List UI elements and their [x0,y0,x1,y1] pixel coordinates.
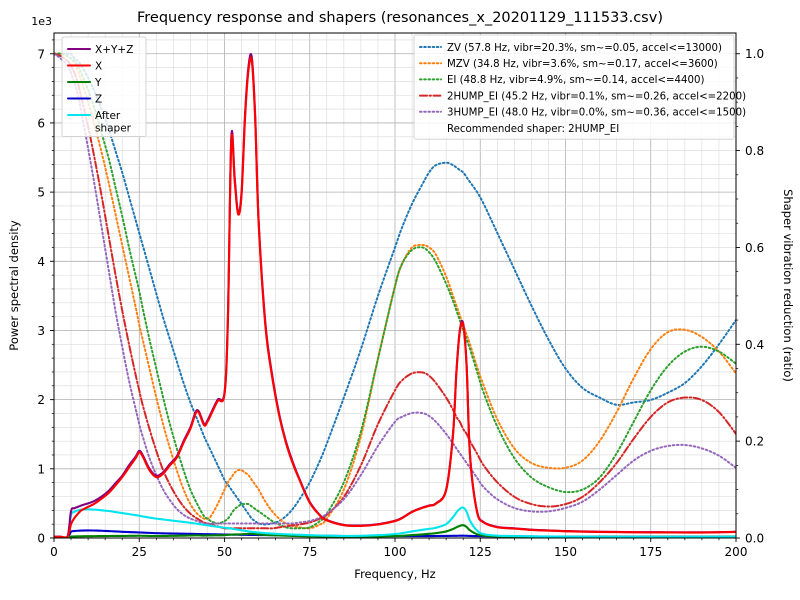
legend-right-label: 3HUMP_EI (48.0 Hz, vibr=0.0%, sm~=0.36, … [447,108,746,119]
legend-right-item-3[interactable]: 2HUMP_EI (45.2 Hz, vibr=0.1%, sm~=0.26, … [419,91,746,102]
legend-left-item-y[interactable]: Y [67,77,102,89]
y-right-tick-label: 1.0 [745,47,764,61]
shaper-curve-3hump_ei [54,52,736,525]
legend-left-item-x[interactable]: X [67,60,102,72]
legend-right-item-1[interactable]: MZV (34.8 Hz, vibr=3.6%, sm~=0.17, accel… [419,59,718,70]
x-tick-label: 0 [50,545,58,559]
legend-right-label: MZV (34.8 Hz, vibr=3.6%, sm~=0.17, accel… [447,59,718,70]
x-tick-label: 100 [384,545,407,559]
shaper-curve-ei [54,52,736,530]
legend-right-box [413,34,735,140]
y-axis-offset-text: 1e3 [31,15,52,28]
legend-left-label: X [95,60,102,72]
psd-curve-after-shaper [54,506,736,538]
x-axis-label: Frequency, Hz [354,567,435,581]
y-left-tick-label: 4 [37,255,45,269]
x-tick-label: 125 [469,545,492,559]
shaper-curve-mzv [54,52,736,530]
y-left-tick-label: 2 [37,393,45,407]
y-left-tick-label: 0 [37,532,45,546]
x-tick-label: 150 [554,545,577,559]
y-left-tick-label: 7 [37,47,45,61]
legend-right-item-4[interactable]: 3HUMP_EI (48.0 Hz, vibr=0.0%, sm~=0.36, … [419,108,746,119]
legend-left-label: Z [95,93,102,105]
legend-right-item-0[interactable]: ZV (57.8 Hz, vibr=20.3%, sm~=0.05, accel… [419,43,722,54]
y-left-tick-label: 3 [37,324,45,338]
legend-left-item-x-y-z[interactable]: X+Y+Z [67,44,133,56]
y-right-tick-label: 0.8 [745,144,764,158]
y-right-axis-label: Shaper vibration reduction (ratio) [781,189,795,382]
x-tick-label: 175 [639,545,662,559]
x-tick-label: 200 [725,545,748,559]
legend-left-box [61,36,147,137]
legend-right-label: ZV (57.8 Hz, vibr=20.3%, sm~=0.05, accel… [447,43,722,54]
y-left-tick-label: 5 [37,186,45,200]
y-right-tick-label: 0.0 [745,532,764,546]
axis-labels-layer: 0 25 50 75 100 125 150 175 200 0 1 2 3 4 5 6 7 0.0 0.2 0.4 0… [7,47,795,581]
y-left-tick-label: 1 [37,462,45,476]
legend-left-label: After [95,110,121,122]
legend-left-item-z[interactable]: Z [67,93,102,105]
legend-right-item-2[interactable]: EI (48.8 Hz, vibr=4.9%, sm~=0.14, accel<… [419,75,704,86]
x-tick-label: 25 [132,545,147,559]
y-left-axis-label: Power spectral density [7,220,21,351]
legend-left-label: X+Y+Z [95,44,133,56]
legend-right-item-5[interactable]: Recommended shaper: 2HUMP_EI [447,124,619,135]
legend-right-label: Recommended shaper: 2HUMP_EI [447,124,619,135]
shaper-curve-zv [54,52,736,526]
x-tick-label: 75 [302,545,317,559]
legend-right-label: EI (48.8 Hz, vibr=4.9%, sm~=0.14, accel<… [447,75,704,86]
y-right-tick-label: 0.6 [745,241,764,255]
x-tick-label: 50 [217,545,232,559]
shaper-curve-2hump_ei [54,52,736,530]
y-right-tick-label: 0.4 [745,338,764,352]
y-right-tick-label: 0.2 [745,435,764,449]
legend-right-label: 2HUMP_EI (45.2 Hz, vibr=0.1%, sm~=0.26, … [447,91,746,102]
psd-curve-x [54,56,736,538]
chart-title: Frequency response and shapers (resonanc… [137,10,663,26]
legend-right[interactable]: ZV (57.8 Hz, vibr=20.3%, sm~=0.05, accel… [413,34,746,140]
legend-left-label: Y [94,77,102,89]
y-left-tick-label: 6 [37,116,45,130]
legend-left-label-cont: shaper [95,123,132,135]
data-series-layer [54,52,736,538]
plot-frame [53,32,737,539]
